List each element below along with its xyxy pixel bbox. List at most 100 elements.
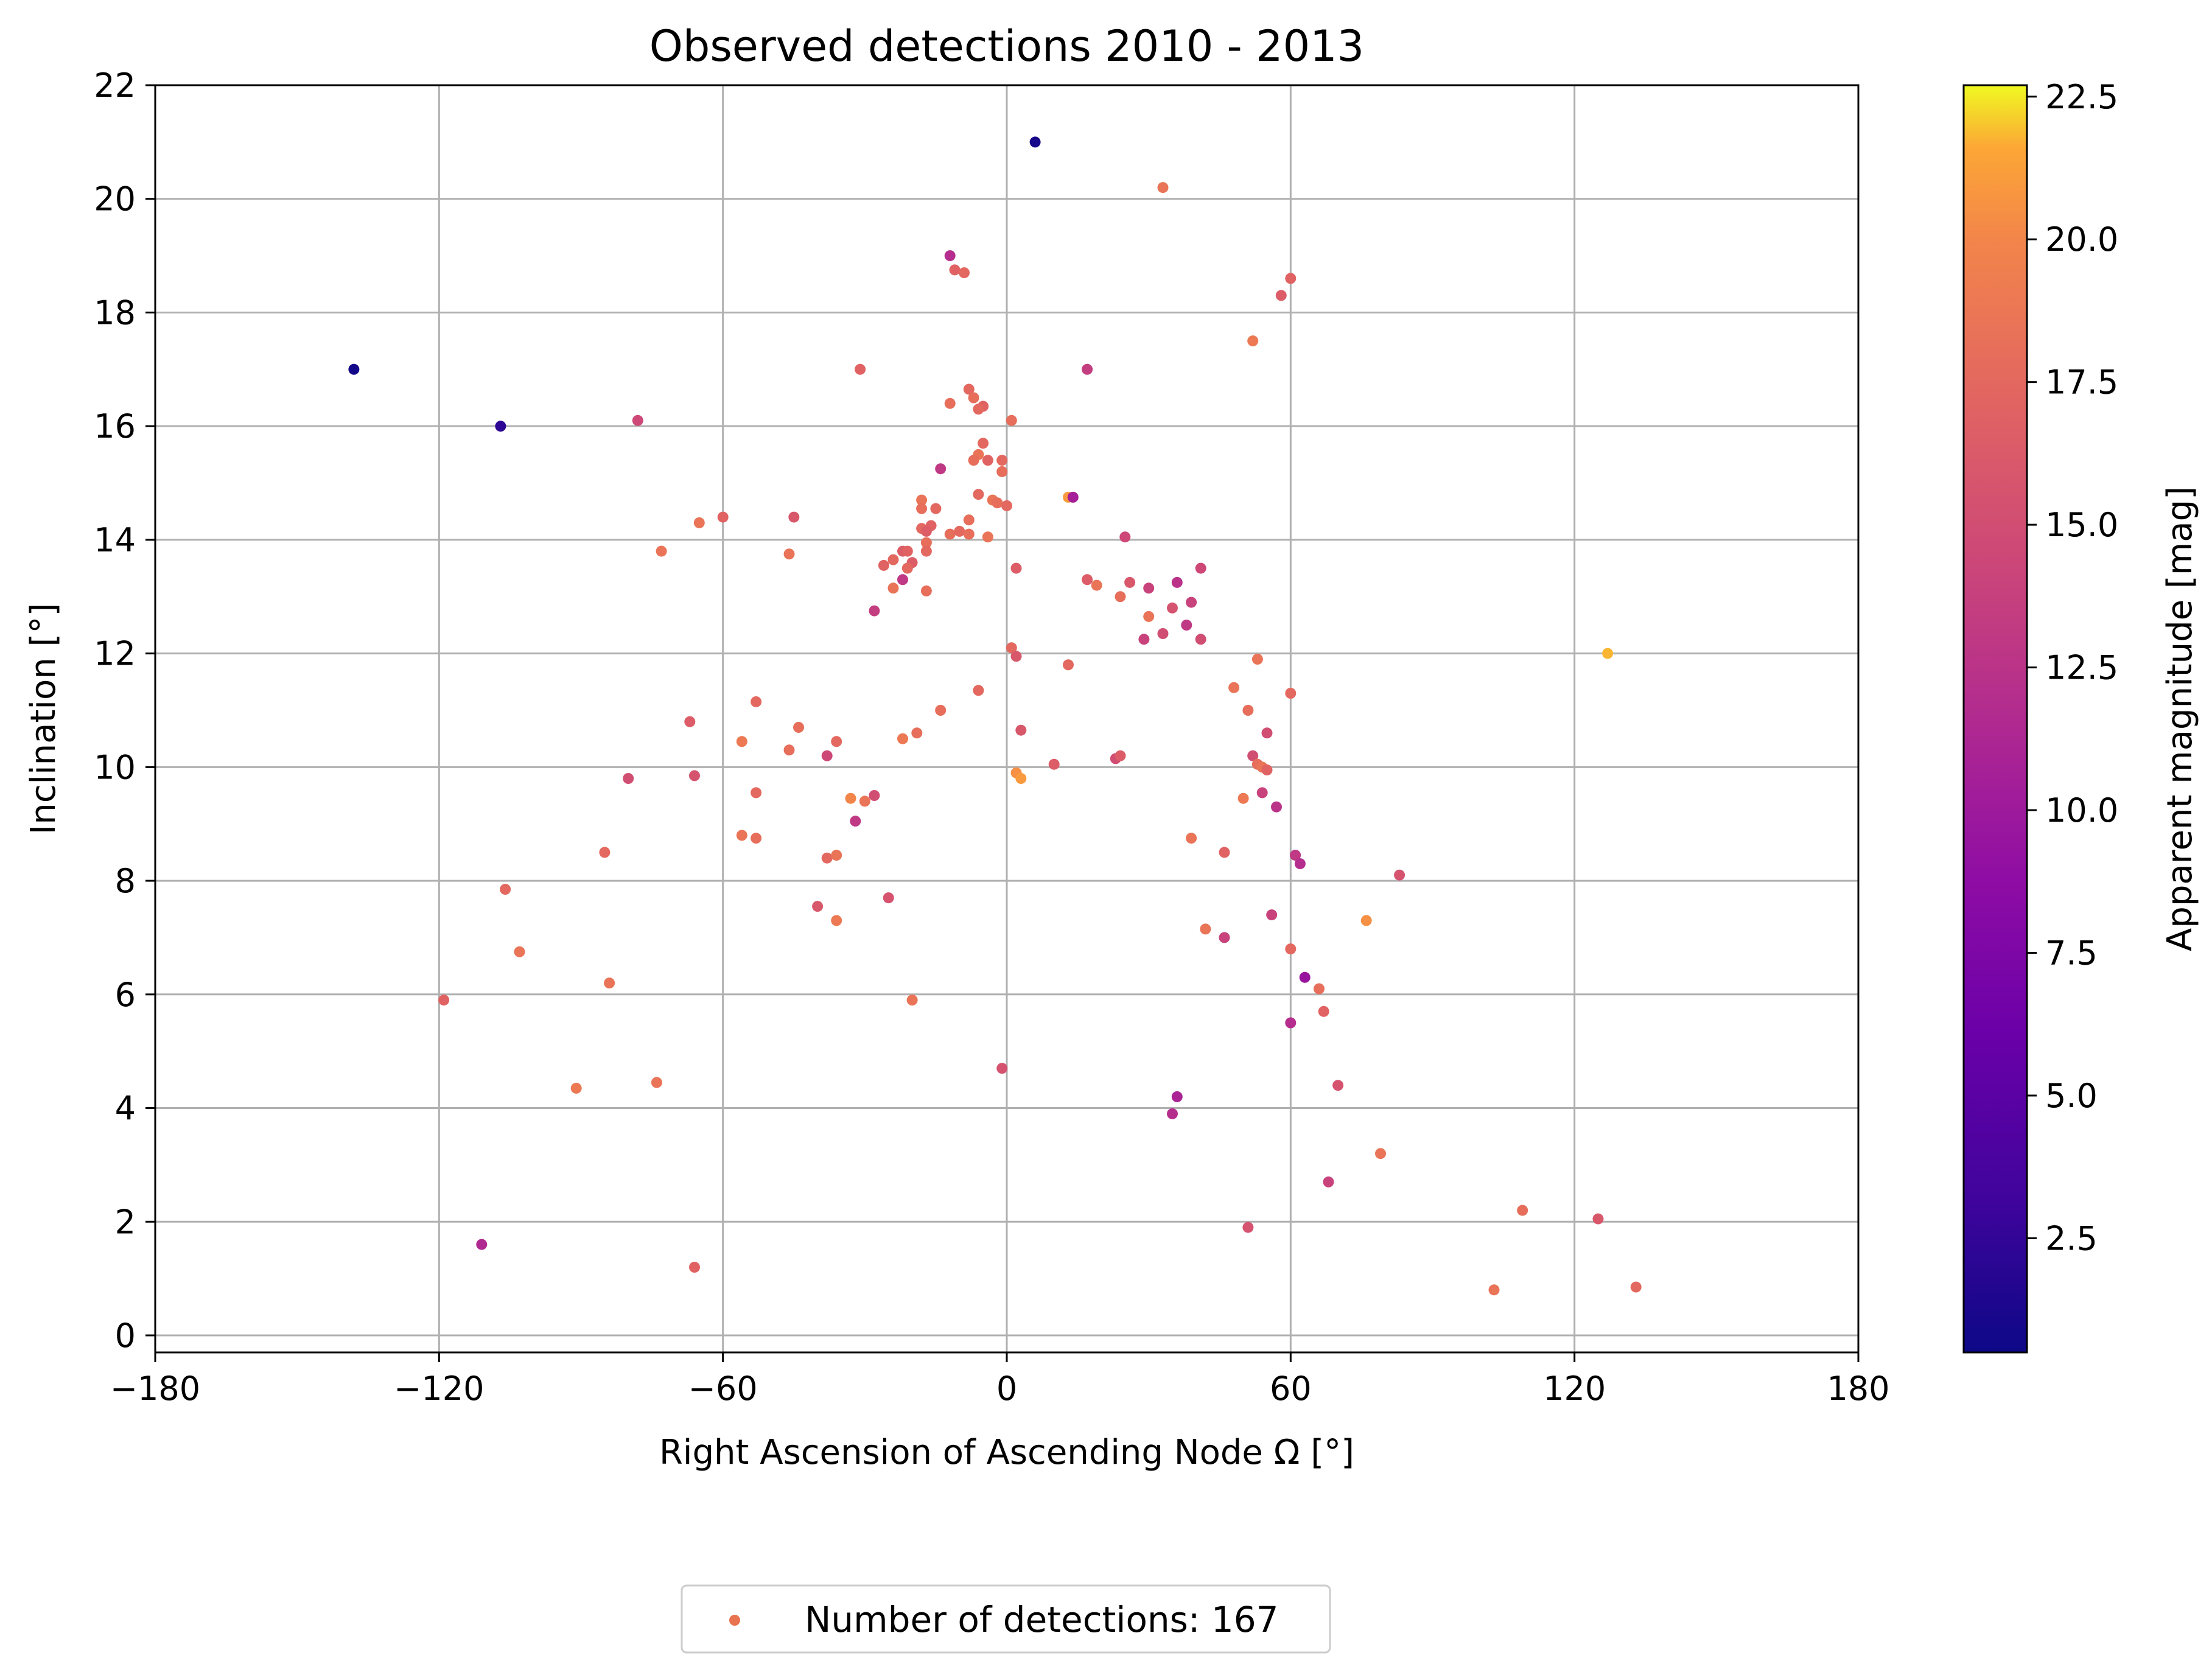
data-point xyxy=(935,463,947,475)
data-point xyxy=(1167,602,1178,614)
data-point xyxy=(1299,971,1311,983)
data-point xyxy=(1143,610,1155,622)
data-point xyxy=(1171,1091,1183,1102)
y-tick-label: 8 xyxy=(115,862,136,900)
grid-lines xyxy=(154,84,1860,1352)
colorbar-label: Apparent magnitude [mag] xyxy=(2160,486,2200,951)
y-tick-label: 18 xyxy=(94,293,136,332)
data-point xyxy=(1195,634,1206,645)
y-tick-label: 22 xyxy=(94,66,136,105)
data-point xyxy=(1285,688,1297,699)
y-tick-label: 6 xyxy=(115,976,136,1014)
data-point xyxy=(1517,1205,1528,1216)
data-point xyxy=(500,884,511,895)
data-point xyxy=(1592,1213,1604,1225)
data-point xyxy=(1290,850,1301,861)
data-point xyxy=(751,787,762,799)
colorbar xyxy=(1962,84,2028,1354)
x-tick-label: −60 xyxy=(688,1369,758,1408)
data-point xyxy=(968,455,979,466)
data-point xyxy=(604,977,615,989)
colorbar-tick-label: 20.0 xyxy=(2045,220,2118,259)
data-point xyxy=(1015,773,1027,784)
legend-marker xyxy=(729,1615,740,1626)
data-point xyxy=(689,770,700,782)
data-point xyxy=(788,511,800,523)
data-point xyxy=(1195,562,1206,574)
data-point xyxy=(348,363,360,375)
data-point xyxy=(901,562,913,574)
data-point xyxy=(717,511,729,523)
legend: Number of detections: 167 xyxy=(681,1584,1331,1654)
data-point xyxy=(1488,1284,1500,1296)
data-point xyxy=(1237,792,1249,804)
x-tick-label: 180 xyxy=(1827,1369,1889,1408)
data-point xyxy=(689,1262,700,1273)
colorbar-tick-label: 22.5 xyxy=(2045,78,2118,116)
data-point xyxy=(495,421,506,432)
colorbar-tick-label: 17.5 xyxy=(2045,363,2118,402)
data-point xyxy=(920,585,932,596)
data-point xyxy=(1200,923,1211,935)
data-point xyxy=(1332,1080,1344,1091)
colorbar-tick-label: 15.0 xyxy=(2045,506,2118,544)
data-point xyxy=(1157,182,1169,194)
data-point xyxy=(920,525,932,537)
data-point xyxy=(954,525,965,537)
data-point xyxy=(1394,869,1405,881)
data-point xyxy=(920,537,932,548)
x-tick-label: 120 xyxy=(1543,1369,1606,1408)
data-point xyxy=(883,892,894,904)
data-point xyxy=(1271,801,1282,813)
data-point xyxy=(982,531,993,543)
data-point xyxy=(1143,582,1155,594)
data-point xyxy=(751,696,762,707)
data-point xyxy=(1247,750,1259,761)
data-point xyxy=(1375,1148,1386,1159)
data-point xyxy=(855,363,866,375)
data-point xyxy=(978,438,989,449)
data-point xyxy=(930,503,942,514)
data-point xyxy=(751,833,762,844)
colorbar-tick-label: 5.0 xyxy=(2045,1077,2098,1115)
data-point xyxy=(1261,727,1273,739)
x-axis-ticks: −180 −120 −60 0 60 120 180 xyxy=(110,1352,1890,1408)
data-point xyxy=(1256,787,1268,799)
data-point xyxy=(906,995,918,1006)
y-tick-label: 2 xyxy=(115,1203,136,1241)
data-point xyxy=(1285,1017,1297,1029)
data-point xyxy=(1119,531,1131,543)
data-point xyxy=(982,455,993,466)
data-point xyxy=(944,397,956,409)
data-point xyxy=(1251,654,1263,665)
data-point xyxy=(996,466,1008,477)
y-tick-label: 0 xyxy=(115,1317,136,1355)
data-point xyxy=(897,574,908,586)
data-point xyxy=(916,494,928,506)
data-point xyxy=(850,816,861,827)
data-point xyxy=(812,901,824,912)
legend-frame xyxy=(681,1584,1331,1654)
data-point xyxy=(949,264,961,276)
data-point xyxy=(831,850,842,861)
y-tick-label: 10 xyxy=(94,748,136,786)
data-point xyxy=(1006,414,1017,426)
data-point xyxy=(736,830,747,841)
data-point xyxy=(736,736,747,747)
data-point xyxy=(1323,1176,1334,1187)
data-point xyxy=(869,605,880,617)
data-point xyxy=(963,514,975,526)
data-point xyxy=(1157,628,1169,639)
data-point xyxy=(1181,620,1192,631)
data-point xyxy=(1275,290,1287,301)
data-point xyxy=(1219,932,1230,943)
data-point xyxy=(845,792,856,804)
data-point xyxy=(1171,576,1183,588)
data-point xyxy=(996,455,1008,466)
y-tick-label: 20 xyxy=(94,180,136,219)
data-point xyxy=(859,796,870,807)
data-point xyxy=(1167,1108,1178,1119)
data-point xyxy=(1360,915,1372,926)
data-point xyxy=(1010,651,1022,662)
data-point xyxy=(793,722,804,733)
